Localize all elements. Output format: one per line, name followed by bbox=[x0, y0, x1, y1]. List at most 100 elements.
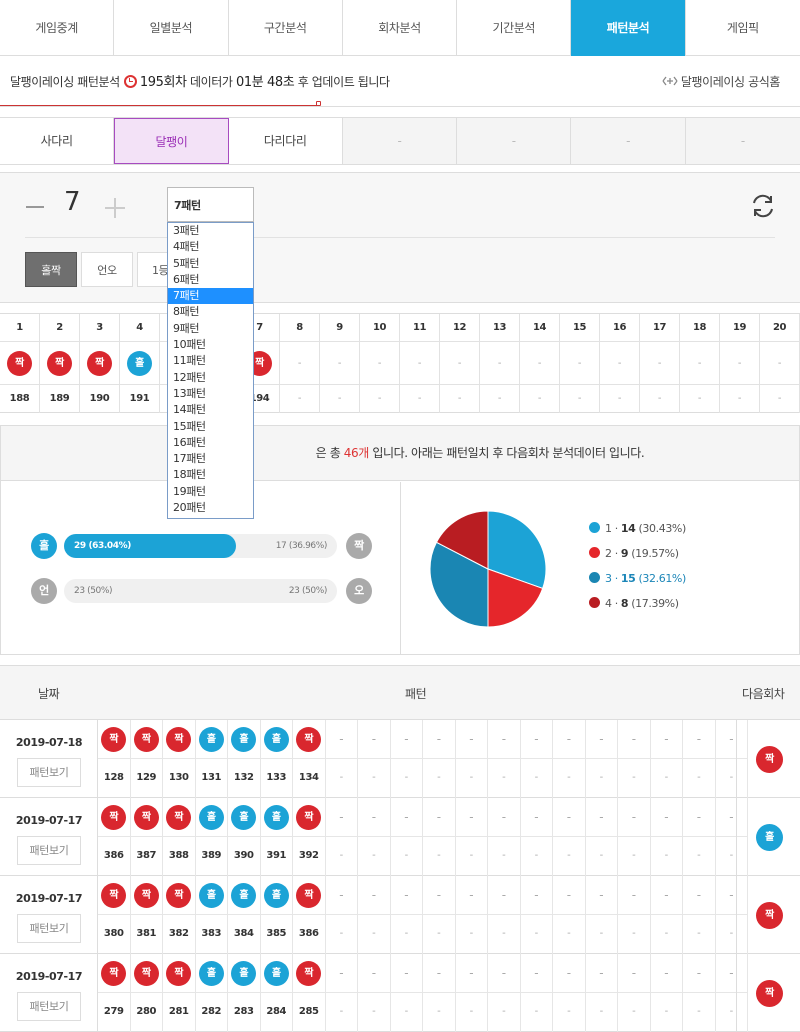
plus-button[interactable] bbox=[105, 198, 125, 218]
history-ball-cell: - bbox=[715, 954, 748, 993]
empty-marker: - bbox=[696, 810, 701, 824]
odd-even-button[interactable]: 홀짝 bbox=[25, 252, 77, 287]
history-round-cell: 131 bbox=[196, 759, 228, 798]
pattern-option[interactable]: 9패턴 bbox=[173, 321, 200, 335]
history-round-cell: - bbox=[391, 993, 423, 1032]
grid-round-cell: 188 bbox=[0, 385, 40, 413]
refresh-icon[interactable] bbox=[750, 193, 776, 219]
pattern-option[interactable]: 18패턴 bbox=[173, 468, 206, 482]
history-round-cell: - bbox=[488, 759, 521, 798]
round-number: 383 bbox=[201, 928, 222, 939]
under-over-button[interactable]: 언오 bbox=[81, 252, 133, 287]
empty-marker: - bbox=[697, 393, 702, 404]
empty-marker: - bbox=[729, 928, 734, 939]
view-pattern-button[interactable]: 패턴보기 bbox=[17, 992, 81, 1021]
pattern-option[interactable]: 6패턴 bbox=[173, 272, 200, 286]
result-ball: 짝 bbox=[166, 805, 192, 830]
empty-marker: - bbox=[599, 810, 604, 824]
view-pattern-button[interactable]: 패턴보기 bbox=[17, 758, 81, 787]
history-round-cell: - bbox=[683, 837, 716, 876]
result-ball: 짝 bbox=[166, 961, 192, 986]
history-ball-cell: - bbox=[455, 798, 488, 837]
result-ball: 홀 bbox=[198, 727, 224, 752]
history-round-cell: 282 bbox=[196, 993, 228, 1032]
pattern-option[interactable]: 14패턴 bbox=[173, 403, 206, 417]
minus-button[interactable] bbox=[26, 206, 44, 208]
grid-header-cell: 10 bbox=[360, 314, 400, 342]
grid-round-cell: - bbox=[560, 385, 600, 413]
empty-marker: - bbox=[372, 928, 376, 939]
grid-header-cell: 20 bbox=[760, 314, 800, 342]
empty-marker: - bbox=[729, 772, 734, 783]
result-ball: 짝 bbox=[133, 727, 159, 752]
legend-percent: (17.39%) bbox=[631, 597, 679, 610]
result-ball: 짝 bbox=[47, 350, 72, 376]
pattern-option[interactable]: 19패턴 bbox=[173, 484, 206, 498]
pattern-option[interactable]: 5패턴 bbox=[173, 256, 200, 270]
header-pattern: 패턴 bbox=[405, 687, 427, 701]
history-ball-cell: - bbox=[650, 876, 683, 915]
pattern-option[interactable]: 20패턴 bbox=[173, 501, 206, 515]
result-ball: 홀 bbox=[198, 883, 224, 908]
view-pattern-button[interactable]: 패턴보기 bbox=[17, 836, 81, 865]
history-round-cell: - bbox=[391, 759, 423, 798]
subtab-ladder[interactable]: 사다리 bbox=[0, 118, 115, 164]
round-number: 128 bbox=[103, 772, 124, 783]
view-pattern-button[interactable]: 패턴보기 bbox=[17, 914, 81, 943]
pattern-option[interactable]: 12패턴 bbox=[173, 370, 206, 384]
round-number: 281 bbox=[168, 1006, 189, 1017]
empty-marker: - bbox=[437, 1006, 441, 1017]
pattern-option[interactable]: 7패턴 bbox=[168, 288, 253, 305]
pattern-option[interactable]: 16패턴 bbox=[173, 435, 206, 449]
history-round-cell: - bbox=[716, 915, 748, 954]
tab-live[interactable]: 게임중계 bbox=[0, 0, 115, 56]
subtab-daridari[interactable]: 다리다리 bbox=[229, 118, 343, 164]
pattern-select[interactable]: 7패턴 bbox=[167, 187, 254, 222]
history-round-cell: - bbox=[358, 915, 391, 954]
empty-marker: - bbox=[371, 888, 376, 902]
subtab-snail[interactable]: 달팽이 bbox=[114, 118, 229, 164]
pattern-option[interactable]: 11패턴 bbox=[173, 354, 206, 368]
history-ball-cell: - bbox=[650, 954, 683, 993]
empty-marker: - bbox=[599, 966, 604, 980]
tab-period[interactable]: 기간분석 bbox=[457, 0, 572, 56]
history-round-cell: - bbox=[618, 915, 651, 954]
pattern-option[interactable]: 8패턴 bbox=[173, 305, 200, 319]
empty-marker: - bbox=[436, 888, 441, 902]
pattern-option[interactable]: 15패턴 bbox=[173, 419, 206, 433]
history-ball-cell: - bbox=[358, 720, 391, 759]
history-round-cell: - bbox=[618, 837, 651, 876]
history-ball-cell: - bbox=[553, 876, 586, 915]
empty-marker: - bbox=[501, 966, 506, 980]
history-ball-cell: - bbox=[488, 876, 521, 915]
official-home-link[interactable]: 달팽이레이싱 공식홈 bbox=[662, 57, 780, 107]
grid-header-cell: 14 bbox=[520, 314, 560, 342]
pattern-option[interactable]: 13패턴 bbox=[173, 386, 206, 400]
empty-marker: - bbox=[664, 928, 669, 939]
tab-pattern[interactable]: 패턴분석 bbox=[571, 0, 686, 56]
round-number: 390 bbox=[233, 850, 254, 861]
empty-marker: - bbox=[417, 393, 422, 404]
tab-round[interactable]: 회차분석 bbox=[343, 0, 458, 56]
grid-header-cell: 19 bbox=[720, 314, 760, 342]
grid-header-cell: 2 bbox=[40, 314, 80, 342]
tab-section[interactable]: 구간분석 bbox=[229, 0, 343, 56]
grid-round-cell: 191 bbox=[120, 385, 160, 413]
history-round-cell: 280 bbox=[131, 993, 163, 1032]
summary-count: 46개 bbox=[343, 446, 370, 460]
pattern-option[interactable]: 10패턴 bbox=[173, 338, 206, 352]
empty-marker: - bbox=[577, 358, 582, 369]
pattern-option[interactable]: 3패턴 bbox=[173, 224, 200, 237]
tab-daily[interactable]: 일별분석 bbox=[114, 0, 229, 56]
first-place-button[interactable]: 1등 bbox=[137, 252, 171, 287]
history-round-cell: - bbox=[553, 837, 586, 876]
pattern-option[interactable]: 17패턴 bbox=[173, 452, 206, 466]
history-ball-cell: - bbox=[585, 954, 618, 993]
empty-marker: - bbox=[469, 1006, 474, 1017]
pattern-option[interactable]: 4패턴 bbox=[173, 240, 200, 254]
update-info-bar: 달팽이레이싱 패턴분석 195회차 데이터가 01분 48초 후 업데이트 됩니다… bbox=[0, 57, 800, 107]
history-ball-cell: 홀 bbox=[228, 798, 261, 837]
history-round-cell: 387 bbox=[131, 837, 163, 876]
tab-gamepick[interactable]: 게임픽 bbox=[726, 21, 759, 35]
history-ball-cell: - bbox=[618, 720, 651, 759]
